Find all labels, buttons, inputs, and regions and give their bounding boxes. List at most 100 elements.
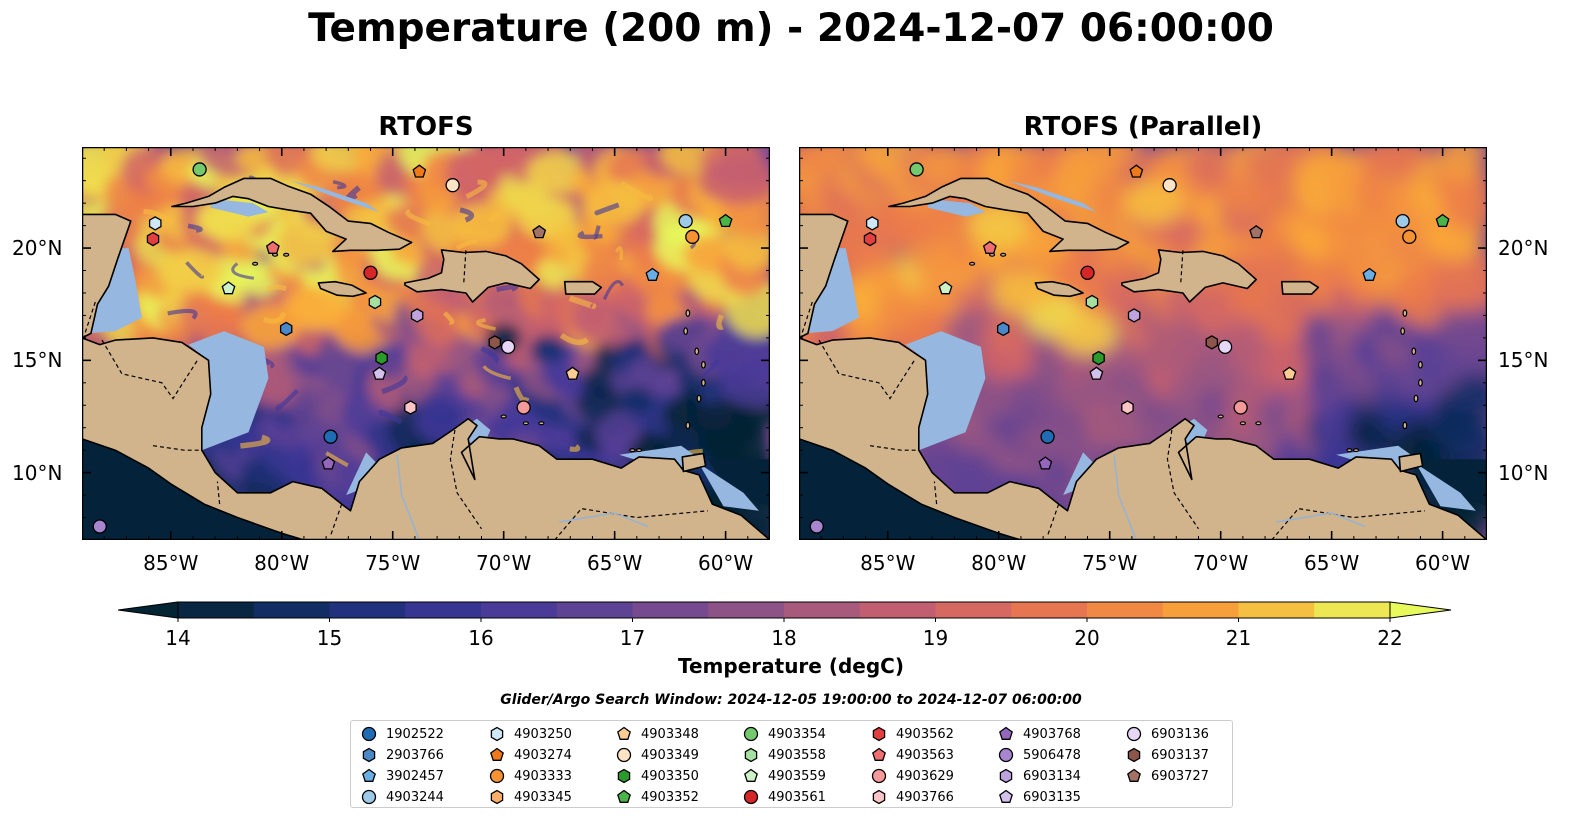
legend-label: 4903274 — [514, 747, 572, 763]
colorbar-bin — [784, 602, 861, 618]
circle-marker-icon — [616, 747, 632, 763]
legend-item-6903727: 6903727 — [1126, 766, 1209, 786]
panel-title-rtofs: RTOFS — [378, 112, 474, 142]
lon-tick-label: 60°W — [697, 551, 754, 575]
float-marker-4903562 — [146, 231, 160, 247]
float-legend: 1902522 2903766 3902457 4903244 4903250 49032… — [350, 720, 1233, 808]
legend-item-6903134: 6903134 — [998, 766, 1081, 786]
float-marker-4903274 — [412, 164, 427, 178]
legend-label: 4903250 — [514, 726, 572, 742]
legend-item-3902457: 3902457 — [361, 766, 444, 786]
float-marker-4903559 — [938, 281, 953, 295]
float-marker-5906478 — [809, 519, 824, 534]
float-marker-4903349 — [1162, 178, 1177, 193]
hexagon-marker-icon — [872, 789, 886, 805]
colorbar-bin — [405, 602, 482, 618]
lat-tick-label-left: 20°N — [12, 236, 63, 261]
hexagon-marker-icon — [999, 768, 1013, 784]
legend-item-4903352: 4903352 — [616, 787, 699, 807]
pentagon-marker-icon — [1127, 768, 1141, 782]
legend-label: 4903563 — [896, 747, 954, 763]
float-marker-6903137 — [488, 335, 502, 350]
circle-marker-icon — [361, 726, 377, 742]
float-marker-4903354 — [909, 162, 924, 177]
colorbar-bin — [329, 602, 406, 618]
colorbar-tick-label: 20 — [1074, 626, 1100, 650]
pentagon-marker-icon — [999, 789, 1013, 803]
float-marker-1902522 — [1040, 429, 1055, 444]
colorbar-bin — [481, 602, 558, 618]
circle-marker-icon — [1126, 726, 1142, 742]
pentagon-marker-icon — [999, 726, 1013, 740]
hexagon-marker-icon — [1127, 747, 1141, 763]
lat-tick-label-left: 15°N — [12, 348, 63, 373]
legend-label: 1902522 — [386, 726, 444, 742]
legend-label: 3902457 — [386, 768, 444, 784]
legend-item-6903135: 6903135 — [998, 787, 1081, 807]
colorbar-tick-label: 17 — [619, 626, 646, 650]
float-marker-4903352 — [718, 213, 733, 228]
float-marker-3902457 — [1362, 267, 1377, 281]
legend-item-4903558: 4903558 — [743, 745, 826, 765]
legend-label: 4903354 — [768, 726, 826, 742]
colorbar-bin — [859, 602, 937, 618]
legend-label: 4903768 — [1023, 726, 1081, 742]
colorbar-label: Temperature (degC) — [678, 654, 904, 678]
legend-label: 4903244 — [386, 789, 444, 805]
circle-marker-icon — [743, 726, 759, 742]
float-marker-4903559 — [221, 281, 236, 295]
circle-marker-icon — [998, 747, 1014, 763]
colorbar-bin — [1011, 602, 1088, 618]
float-marker-4903768 — [1038, 456, 1053, 470]
legend-item-1902522: 1902522 — [361, 724, 444, 744]
float-marker-6903727 — [1249, 224, 1264, 239]
legend-item-4903333: 4903333 — [489, 766, 572, 786]
pentagon-marker-icon — [744, 768, 758, 782]
float-marker-6903134 — [410, 308, 424, 323]
hexagon-marker-icon — [744, 747, 758, 763]
legend-label: 6903135 — [1023, 789, 1081, 805]
legend-item-6903136: 6903136 — [1126, 724, 1209, 744]
legend-label: 4903766 — [896, 789, 954, 805]
float-marker-4903244 — [678, 213, 693, 229]
legend-item-4903768: 4903768 — [998, 724, 1081, 744]
hexagon-marker-icon — [872, 726, 886, 742]
legend-item-4903274: 4903274 — [489, 745, 572, 765]
pentagon-marker-icon — [617, 726, 631, 740]
lon-tick-label: 85°W — [860, 551, 916, 575]
float-marker-4903348 — [1282, 366, 1297, 380]
lat-tick-label-right: 20°N — [1498, 236, 1549, 261]
float-marker-4903766 — [1121, 400, 1134, 415]
lat-tick-label-right: 10°N — [1498, 460, 1549, 485]
legend-label: 6903137 — [1151, 747, 1209, 763]
lat-tick-label-left: 10°N — [12, 460, 63, 485]
lon-tick-label: 80°W — [254, 551, 310, 575]
legend-item-4903563: 4903563 — [871, 745, 954, 765]
legend-label: 4903348 — [641, 726, 699, 742]
lon-tick-label: 65°W — [587, 551, 643, 575]
circle-marker-icon — [743, 789, 759, 805]
legend-item-4903561: 4903561 — [743, 787, 826, 807]
map-panel-rtofs-parallel — [799, 147, 1487, 540]
colorbar — [118, 601, 1452, 622]
lat-tick-label-right: 15°N — [1498, 348, 1549, 373]
float-marker-4903333 — [685, 229, 700, 244]
float-marker-6903136 — [1217, 339, 1233, 355]
lon-tick-label: 80°W — [971, 551, 1027, 575]
colorbar-bin — [1314, 602, 1391, 618]
legend-label: 4903561 — [768, 789, 826, 805]
float-marker-6903135 — [1089, 366, 1104, 380]
float-marker-4903558 — [1085, 294, 1099, 310]
colorbar-tick-label: 21 — [1225, 626, 1252, 650]
legend-item-4903629: 4903629 — [871, 766, 954, 786]
legend-item-4903349: 4903349 — [616, 745, 699, 765]
colorbar-tick-label: 16 — [468, 626, 494, 650]
colorbar-tick-label: 22 — [1377, 626, 1403, 650]
float-marker-2903766 — [996, 321, 1010, 337]
hexagon-marker-icon — [490, 726, 504, 742]
circle-marker-icon — [871, 768, 887, 784]
float-marker-4903768 — [321, 456, 336, 470]
colorbar-bin — [253, 602, 331, 618]
legend-item-4903766: 4903766 — [871, 787, 954, 807]
colorbar-bin — [1162, 602, 1240, 618]
